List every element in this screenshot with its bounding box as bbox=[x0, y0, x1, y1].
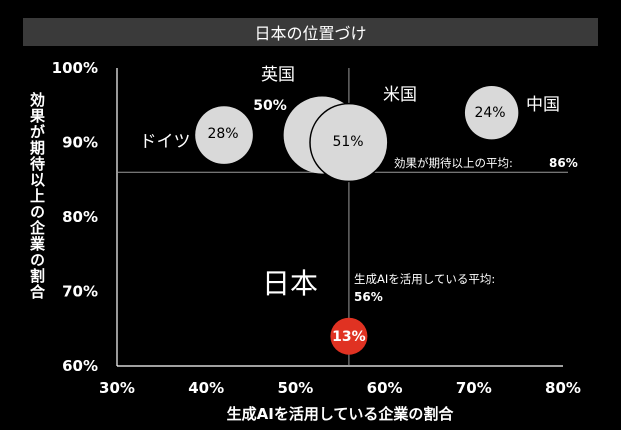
avg-adoption-value: 56% bbox=[354, 290, 383, 304]
bubble-value-label: 24% bbox=[474, 105, 505, 121]
bubble-japan bbox=[330, 317, 368, 355]
y-tick-label: 70% bbox=[62, 283, 98, 301]
chart-title-bar: 日本の位置づけ bbox=[23, 18, 598, 46]
y-axis-label: 効果が期待以上の企業の割合 bbox=[28, 92, 46, 300]
bubble-value-label: 13% bbox=[332, 329, 366, 345]
country-label: 中国 bbox=[526, 95, 560, 115]
x-tick-label: 50% bbox=[277, 379, 313, 397]
avg-adoption-label: 生成AIを活用している平均: bbox=[354, 272, 495, 286]
bubble bbox=[464, 86, 519, 140]
x-tick-label: 60% bbox=[367, 379, 403, 397]
y-tick-label: 60% bbox=[62, 357, 98, 375]
bubble bbox=[195, 106, 253, 164]
x-tick-label: 30% bbox=[99, 379, 135, 397]
bubble-value-label: 51% bbox=[332, 134, 363, 150]
avg-effect-label: 効果が期待以上の平均: bbox=[394, 156, 513, 170]
y-tick-label: 90% bbox=[62, 134, 98, 152]
bubble-value-label: 50% bbox=[253, 98, 287, 114]
bubble-value-label: 28% bbox=[207, 126, 238, 142]
chart-title: 日本の位置づけ bbox=[254, 24, 367, 43]
x-tick-label: 70% bbox=[456, 379, 492, 397]
country-label: ドイツ bbox=[140, 132, 191, 152]
y-tick-label: 80% bbox=[62, 208, 98, 226]
x-axis-label: 生成AIを活用している企業の割合 bbox=[227, 405, 455, 423]
country-label: 日本 bbox=[262, 267, 318, 300]
avg-effect-value: 86% bbox=[549, 156, 578, 170]
x-tick-label: 80% bbox=[545, 379, 581, 397]
x-tick-label: 40% bbox=[188, 379, 224, 397]
country-label: 米国 bbox=[383, 85, 417, 105]
country-label: 英国 bbox=[261, 65, 295, 85]
y-tick-label: 100% bbox=[52, 59, 98, 77]
bubble bbox=[309, 102, 389, 183]
